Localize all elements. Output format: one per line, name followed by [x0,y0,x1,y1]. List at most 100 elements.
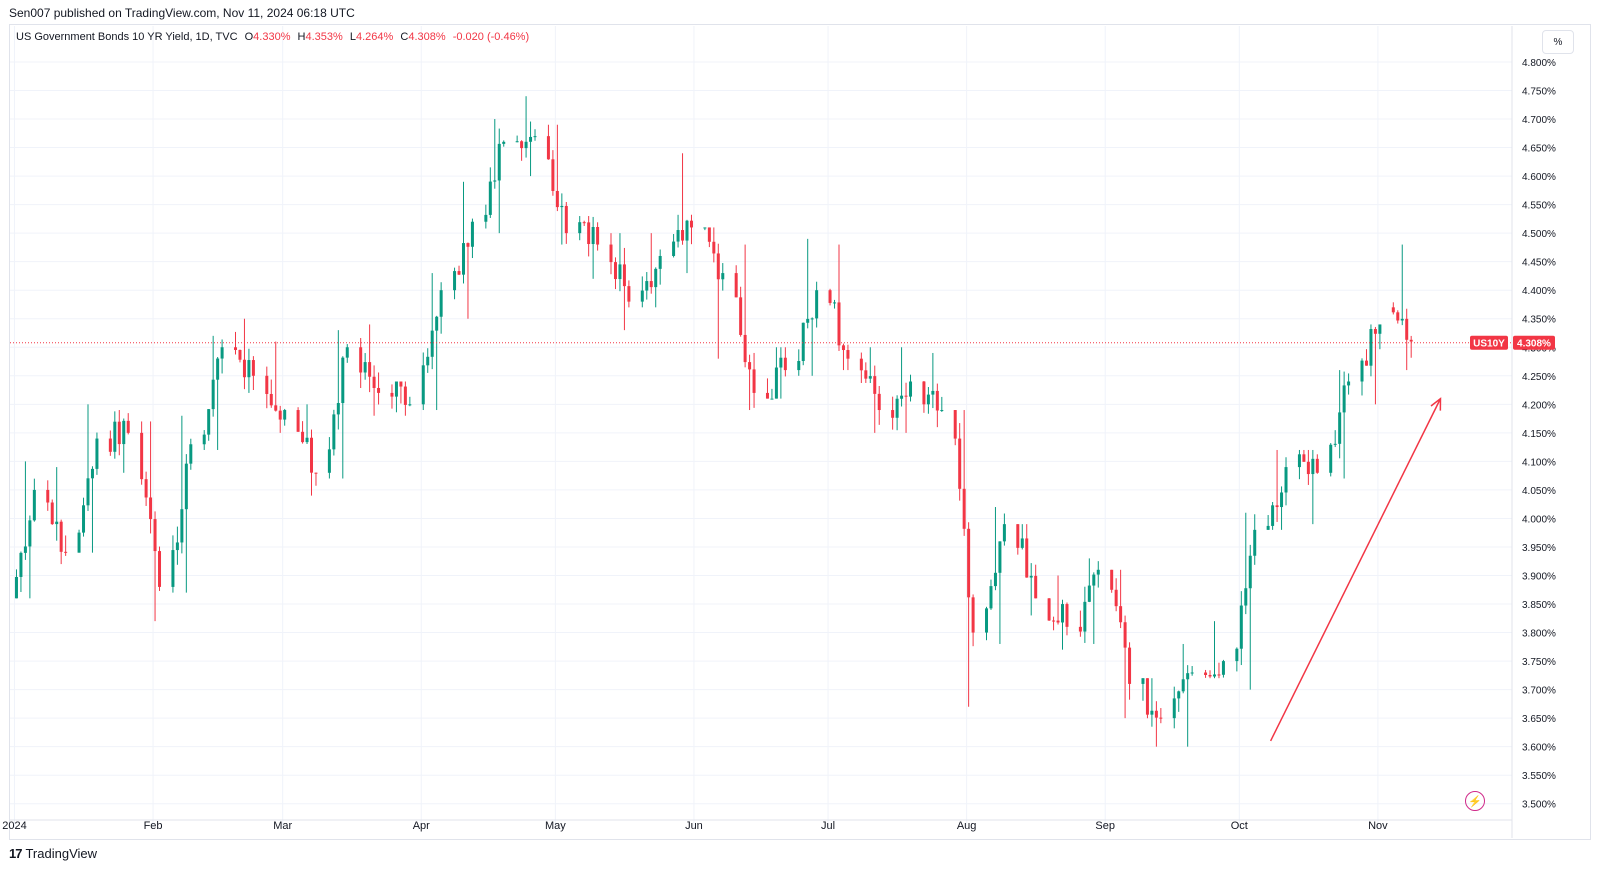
candle-body [993,572,997,587]
candle-body [676,230,680,242]
candle-body [1235,648,1239,662]
candle-body [1373,329,1377,334]
candle-body [86,478,90,506]
candle-body [962,488,966,529]
candle-body [1092,574,1096,586]
candle-body [399,381,403,387]
candle-body [1186,673,1190,680]
candle-body [1052,620,1056,622]
chart-legend: US Government Bonds 10 YR Yield, 1D, TVC… [16,31,529,43]
candle-body [935,390,939,411]
candle-body [408,404,412,406]
candle-body [46,489,50,503]
candle-body [269,393,273,406]
y-tick-label: 4.150% [1522,429,1556,440]
legend-symbol: US Government Bonds 10 YR Yield, 1D, TVC [16,31,238,43]
candle-body [372,376,376,388]
candle-body [1297,454,1301,468]
candle-body [658,255,662,269]
candle-body [180,509,184,543]
price-tag [1513,335,1555,350]
ticker-tag-label: US10Y [1473,339,1505,350]
legend-low: 4.264% [356,31,394,43]
candle-body [314,472,318,474]
candle-body [1208,675,1212,677]
candle-body [394,381,398,397]
candle-body [488,181,492,215]
candle-body [251,360,255,376]
candle-body [591,227,595,245]
candle-body [640,290,644,302]
legend-open-label: O [244,31,254,43]
lightning-icon[interactable]: ⚡ [1465,791,1485,811]
percent-scale-button[interactable]: % [1542,30,1574,54]
candle-body [1364,360,1368,366]
candle-body [873,376,877,394]
candle-body [363,362,367,373]
candle-body [841,345,845,351]
y-tick-label: 4.000% [1522,514,1556,525]
tradingview-logo[interactable]: 17 TradingView [9,846,97,861]
candle-body [801,322,805,362]
candle-body [1329,444,1333,473]
y-tick-label: 3.700% [1522,686,1556,697]
candle-body [1244,588,1248,606]
candle-body [430,330,434,357]
y-tick-label: 4.450% [1522,258,1556,269]
candle-body [1280,492,1284,508]
candle-body [1123,622,1127,648]
candle-body [1047,598,1051,621]
candle-body [1400,318,1404,321]
candle-body [1150,710,1154,715]
chart-frame [9,24,1591,840]
candle-body [1266,525,1270,530]
candle-body [998,541,1002,573]
candle-body [77,532,81,553]
candle-body [967,528,971,598]
candle-body [958,438,962,489]
candle-body [1096,569,1100,575]
candle-body [613,262,617,280]
candle-body [140,432,144,480]
candle-body [439,290,443,317]
legend-low-label: L [349,31,356,43]
candle-body [466,243,470,247]
candle-body [1204,672,1208,676]
candle-body [770,398,774,400]
candle-body [113,421,117,452]
candle-body [1302,454,1306,462]
candle-body [1145,678,1149,715]
candle-body [685,220,689,241]
candle-body [59,521,63,552]
candle-body [117,421,121,445]
candle-body [1078,626,1082,632]
candle-body [904,395,908,397]
candle-body [810,318,814,320]
candle-body [95,438,99,469]
candle-body [752,369,756,393]
candle-body [1172,698,1176,719]
candle-body [171,550,175,587]
candle-body [721,273,725,280]
candle-body [1020,538,1024,548]
candle-body [1306,461,1310,475]
candle-body [654,268,658,288]
candle-body [989,586,993,609]
legend-high-label: H [297,31,306,43]
candle-body [582,222,586,224]
candle-body [900,395,904,399]
candle-body [189,444,193,464]
candle-body [895,398,899,418]
y-tick-label: 3.650% [1522,714,1556,725]
candle-body [90,468,94,479]
candle-body [1034,575,1038,599]
candle-body [1002,524,1006,542]
candle-body [578,222,582,234]
x-tick-label: Mar [273,820,292,832]
candle-body [1253,529,1257,556]
candle-body [703,227,707,229]
candle-body [1061,604,1065,623]
y-tick-label: 4.050% [1522,486,1556,497]
candle-body [1369,329,1373,366]
